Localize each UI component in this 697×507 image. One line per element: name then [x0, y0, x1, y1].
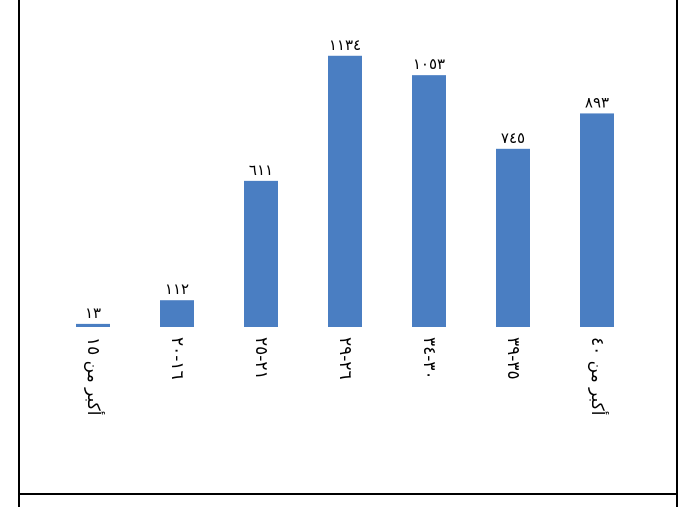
x-tick-label-0: أكبر من ١٥	[83, 337, 105, 415]
data-label-1: ١١٢	[165, 280, 189, 298]
bar-3	[328, 55, 362, 327]
x-tick-label-1: ١٦-٢٠	[167, 337, 187, 380]
x-tick-label-5: ٣٥-٣٩	[503, 337, 523, 380]
bar-6	[580, 113, 614, 327]
bar-0	[76, 323, 110, 327]
data-label-0: ١٣	[85, 304, 101, 322]
data-label-4: ١٠٥٣	[413, 55, 445, 73]
data-label-5: ٧٤٥	[501, 129, 525, 147]
bar-5	[496, 148, 530, 327]
data-label-6: ٨٩٣	[585, 93, 609, 111]
bar-2	[244, 180, 278, 327]
x-tick-label-6: أكبر من ٤٠	[587, 337, 609, 415]
x-tick-label-3: ٢٦-٢٩	[335, 337, 355, 380]
data-label-2: ٦١١	[249, 161, 273, 179]
plot-area: ١٣ أكبر من ١٥ ١١٢ ١٦-٢٠ ٦١١ ٢١-٢٥ ١١٣٤ ٢٦-٢٩ ١٠٥…	[76, 36, 614, 415]
bar-1	[160, 300, 194, 327]
x-tick-label-4: ٣٠-٣٤	[419, 337, 439, 380]
x-tick-label-2: ٢١-٢٥	[251, 337, 271, 380]
bar-4	[412, 75, 446, 327]
data-label-3: ١١٣٤	[329, 36, 361, 54]
